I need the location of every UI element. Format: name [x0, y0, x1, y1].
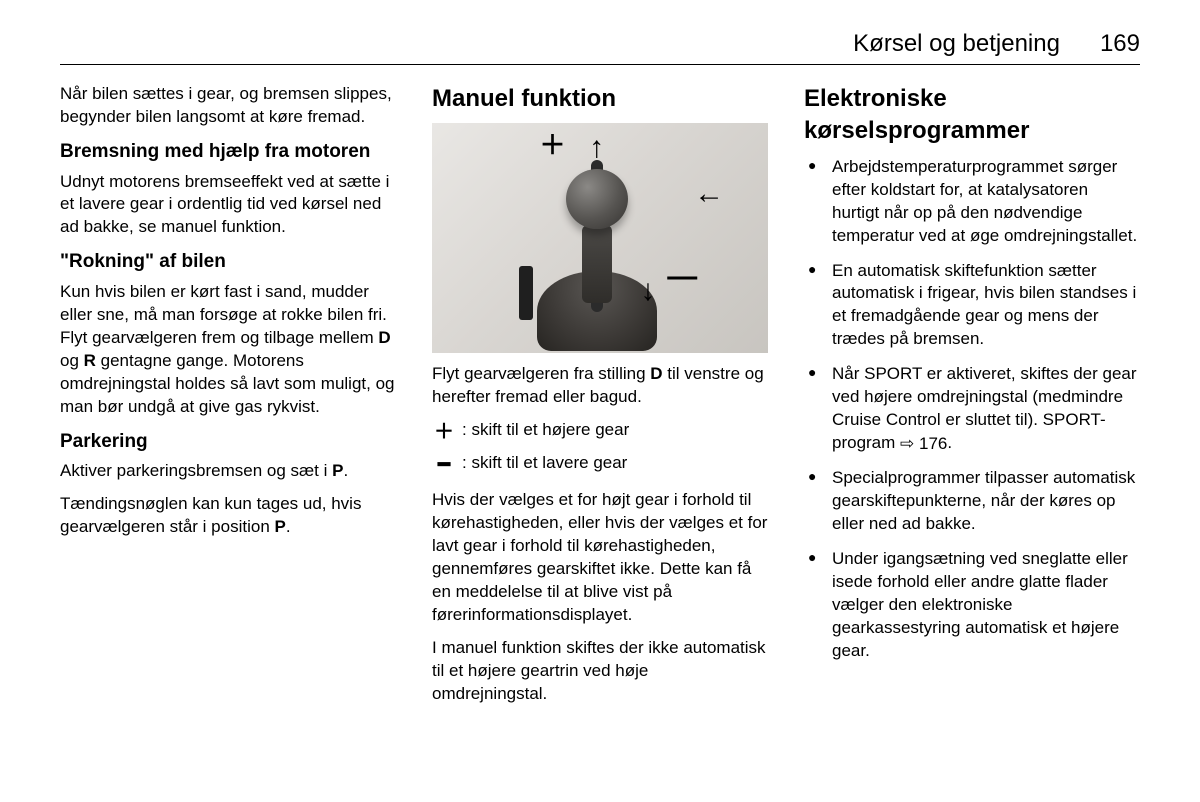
arrow-left-icon: ← [694, 174, 724, 215]
list-item: En automatisk skiftefunktion sæt­ter aut… [804, 260, 1140, 352]
list-item: Specialprogrammer tilpasser automatisk g… [804, 467, 1140, 536]
arrow-up-icon: ↑ [589, 128, 604, 169]
arrow-down-icon: ↓ [640, 271, 655, 312]
bullet-list: Arbejdstemperaturprogrammet sørger efter… [804, 156, 1140, 663]
plus-icon: ＋ [540, 128, 566, 163]
paragraph-rocking: Kun hvis bilen er kørt fast i sand, mud­… [60, 281, 396, 419]
minus-description: : skift til et lavere gear [462, 452, 768, 479]
heading-engine-braking: Bremsning med hjælp fra motoren [60, 139, 396, 165]
shift-stem-shape [582, 225, 612, 303]
gear-p-label: P [275, 517, 286, 536]
heading-manual-function: Manuel funktion [432, 83, 768, 115]
page-header: Kørsel og betjening 169 [60, 30, 1140, 65]
gear-d-label: D [378, 328, 390, 347]
list-item: Under igangsætning ved sne­glatte eller … [804, 548, 1140, 663]
symbol-list: ＋ : skift til et højere gear ━ : skift t… [432, 419, 768, 479]
shift-knob-shape [566, 169, 628, 229]
gear-p-label: P [332, 461, 343, 480]
reference-link: ⇨ 176 [900, 433, 947, 456]
text: . [286, 517, 291, 536]
paragraph-parking-1: Aktiver parkeringsbremsen og sæt i P. [60, 460, 396, 483]
column-2: Manuel funktion ＋ — ↑ ← ↓ Flyt gearvælge… [432, 83, 768, 716]
list-item: Arbejdstemperaturprogrammet sørger efter… [804, 156, 1140, 248]
list-item: Når SPORT er aktiveret, skiftes der gear… [804, 363, 1140, 455]
content-columns: Når bilen sættes i gear, og bremsen slip… [60, 83, 1140, 716]
gear-d-label: D [650, 364, 662, 383]
paragraph-auto: I manuel funktion skiftes der ikke autom… [432, 637, 768, 706]
console-bg: ＋ — ↑ ← ↓ [432, 123, 768, 353]
text: Tændingsnøglen kan kun tages ud, hvis ge… [60, 494, 361, 536]
column-1: Når bilen sættes i gear, og bremsen slip… [60, 83, 396, 716]
text: Flyt gearvælgeren fra stilling [432, 364, 650, 383]
minus-symbol: ━ [432, 452, 456, 479]
text: . [343, 461, 348, 480]
text: Aktiver parkeringsbremsen og sæt i [60, 461, 332, 480]
page-number: 169 [1100, 30, 1140, 58]
header-title: Kørsel og betjening [853, 30, 1060, 58]
plus-symbol: ＋ [432, 419, 456, 446]
text: Kun hvis bilen er kørt fast i sand, mud­… [60, 282, 387, 347]
paragraph-shift: Flyt gearvælgeren fra stilling D til ven… [432, 363, 768, 409]
paragraph-parking-2: Tændingsnøglen kan kun tages ud, hvis ge… [60, 493, 396, 539]
text: . [947, 433, 952, 452]
plus-description: : skift til et højere gear [462, 419, 768, 446]
column-3: Elektroniske kørselsprogrammer Arbejdste… [804, 83, 1140, 716]
text: og [60, 351, 84, 370]
intro-paragraph: Når bilen sættes i gear, og bremsen slip… [60, 83, 396, 129]
button-strip-shape [519, 266, 533, 320]
gear-r-label: R [84, 351, 96, 370]
gear-shifter-illustration: ＋ — ↑ ← ↓ [432, 123, 768, 353]
minus-icon: — [667, 257, 697, 298]
heading-rocking: "Rokning" af bilen [60, 249, 396, 275]
paragraph-warning: Hvis der vælges et for højt gear i for­h… [432, 489, 768, 627]
text: Når SPORT er aktiveret, skiftes der gear… [832, 364, 1137, 452]
heading-parking: Parkering [60, 429, 396, 455]
text: gentagne gange. Motorens omdrejningstal … [60, 351, 395, 416]
paragraph-engine-braking: Udnyt motorens bremseeffekt ved at sætte… [60, 171, 396, 240]
heading-electronic-programs: Elektroniske kørselsprogrammer [804, 83, 1140, 148]
